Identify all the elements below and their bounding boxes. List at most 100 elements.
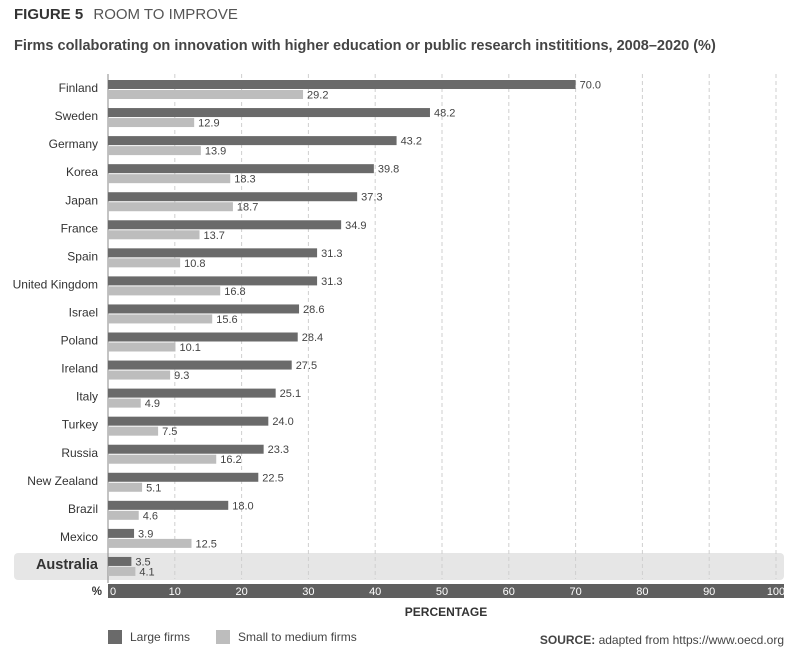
data-label: 4.9 xyxy=(145,398,160,410)
x-tick-label: 30 xyxy=(302,586,314,598)
bar xyxy=(108,332,298,342)
bar xyxy=(108,454,217,464)
data-label: 10.8 xyxy=(184,258,205,270)
data-label: 18.3 xyxy=(234,174,255,186)
bar xyxy=(108,174,231,184)
category-label: Turkey xyxy=(62,418,98,432)
data-label: 9.3 xyxy=(174,370,189,382)
bar xyxy=(108,566,136,576)
bar xyxy=(108,510,139,520)
data-label: 15.6 xyxy=(216,314,237,326)
data-label: 5.1 xyxy=(146,482,161,494)
source-text: adapted from https://www.oecd.org xyxy=(598,633,784,647)
bar xyxy=(108,370,171,380)
legend-item-large: Large firms xyxy=(108,630,190,644)
category-label: Israel xyxy=(69,305,98,319)
figure-header: FIGURE 5 ROOM TO IMPROVE xyxy=(14,6,238,23)
data-label: 28.6 xyxy=(303,304,324,316)
bar xyxy=(108,528,135,538)
category-label: Sweden xyxy=(55,109,98,123)
data-label: 31.3 xyxy=(321,248,342,260)
source-label: SOURCE: xyxy=(539,633,596,647)
x-tick-label: 40 xyxy=(369,586,381,598)
bar-chart: Finland 70.0 29.2 Sweden 48.2 12.9 Germany 43.2… xyxy=(13,74,785,619)
bar xyxy=(108,258,181,268)
data-label: 28.4 xyxy=(302,332,323,344)
bar xyxy=(108,146,201,156)
category-label: Brazil xyxy=(68,502,98,516)
category-label: Australia xyxy=(36,557,99,573)
data-label: 31.3 xyxy=(321,276,342,288)
category-label: Italy xyxy=(76,390,98,404)
data-label: 3.5 xyxy=(135,556,150,568)
x-tick-label: 100 xyxy=(767,586,785,598)
bar xyxy=(108,472,259,482)
x-axis-band xyxy=(108,584,784,598)
bar xyxy=(108,398,141,408)
legend-item-small: Small to medium firms xyxy=(216,630,357,644)
category-label: Japan xyxy=(65,193,98,207)
data-label: 34.9 xyxy=(345,220,366,232)
data-label: 70.0 xyxy=(580,80,601,92)
x-tick-label: 90 xyxy=(703,586,715,598)
category-label: Ireland xyxy=(61,362,98,376)
bar xyxy=(108,388,276,398)
bar xyxy=(108,538,192,548)
data-label: 7.5 xyxy=(162,426,177,438)
bar xyxy=(108,286,221,296)
data-label: 27.5 xyxy=(296,360,317,372)
category-label: Mexico xyxy=(60,530,98,544)
bar xyxy=(108,500,229,510)
bar xyxy=(108,80,576,89)
bar xyxy=(108,90,304,99)
bar xyxy=(108,416,269,426)
bar xyxy=(108,342,176,352)
legend-label-large: Large firms xyxy=(130,630,191,644)
figure-label: FIGURE 5 xyxy=(14,6,84,23)
axis-unit-label: % xyxy=(92,586,102,598)
bar xyxy=(108,276,318,286)
x-tick-label: 10 xyxy=(169,586,181,598)
bar xyxy=(108,444,264,454)
data-label: 13.7 xyxy=(204,230,225,242)
bar xyxy=(108,202,233,212)
bar xyxy=(108,304,300,314)
category-label: Spain xyxy=(67,249,98,263)
data-label: 48.2 xyxy=(434,108,455,120)
x-tick-label: 60 xyxy=(503,586,515,598)
legend-swatch-small xyxy=(216,630,231,644)
x-tick-label: 70 xyxy=(569,586,581,598)
category-label: Korea xyxy=(66,165,98,179)
data-label: 4.1 xyxy=(139,566,154,578)
highlight-band xyxy=(14,552,784,580)
bar xyxy=(108,164,374,174)
data-label: 39.8 xyxy=(378,164,399,176)
data-label: 18.0 xyxy=(232,500,253,512)
data-label: 29.2 xyxy=(307,90,328,102)
data-label: 16.2 xyxy=(220,454,241,466)
bar xyxy=(108,118,195,128)
x-tick-label: 80 xyxy=(636,586,648,598)
data-label: 24.0 xyxy=(272,416,293,428)
data-label: 23.3 xyxy=(268,444,289,456)
legend-swatch-large xyxy=(108,630,122,644)
category-label: Russia xyxy=(61,446,98,460)
category-label: New Zealand xyxy=(27,474,98,488)
data-label: 18.7 xyxy=(237,202,258,214)
data-label: 16.8 xyxy=(224,286,245,298)
bar xyxy=(108,108,430,118)
data-label: 3.9 xyxy=(138,528,153,540)
category-label: Poland xyxy=(61,334,98,348)
bar xyxy=(108,248,318,258)
data-label: 10.1 xyxy=(179,342,200,354)
bar xyxy=(108,192,358,202)
data-label: 25.1 xyxy=(280,388,301,400)
data-label: 13.9 xyxy=(205,146,226,158)
x-tick-label: 20 xyxy=(235,586,247,598)
data-label: 12.5 xyxy=(196,538,217,550)
bar xyxy=(108,136,397,146)
x-tick-label: 50 xyxy=(436,586,448,598)
category-label: France xyxy=(61,221,99,235)
data-label: 12.9 xyxy=(198,118,219,130)
bar xyxy=(108,230,200,240)
